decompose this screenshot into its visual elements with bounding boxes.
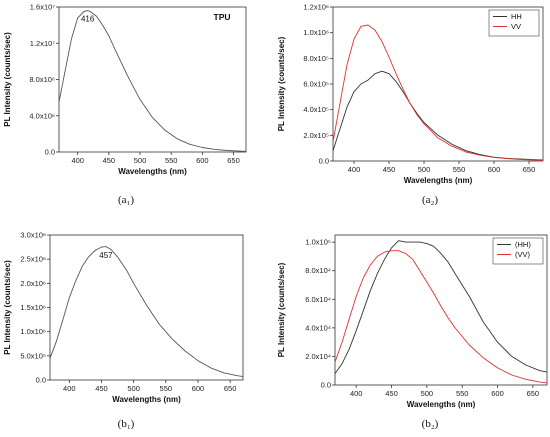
y-tick-label: 0.0 [45, 148, 55, 157]
y-tick-label: 1.0x10⁶ [20, 327, 46, 336]
peak-label: 457 [99, 251, 113, 260]
x-tick-label: 450 [385, 389, 398, 398]
legend-box [492, 237, 544, 265]
y-tick-label: 2.0x10⁶ [20, 279, 46, 288]
panel-caption: (a₂) [422, 194, 438, 206]
series-line-vv [334, 250, 548, 384]
x-axis-label: Wavelengths (nm) [407, 400, 476, 409]
series-line-vv [332, 24, 544, 161]
x-tick-label: 500 [421, 389, 434, 398]
y-tick-label: 1.2x10⁶ [303, 3, 329, 12]
panel-caption: (a₁) [118, 194, 134, 206]
x-tick-label: 500 [127, 384, 140, 393]
x-axis-label: Wavelengths (nm) [112, 395, 181, 404]
chart-panel-b2: 400 450 500 550 600 650 0.0 2.0x10⁴ 4.0x10⁴ 6.0x1… [277, 234, 548, 430]
y-axis-label: PL Intensity (counts/sec) [3, 260, 12, 355]
x-tick-label: 550 [160, 384, 173, 393]
series-line-spectrum [49, 246, 244, 378]
y-tick-label: 1.2x10⁷ [30, 39, 56, 48]
x-tick-label: 450 [95, 384, 108, 393]
legend-entry: HH [511, 12, 522, 21]
series-line-hh [334, 240, 548, 374]
x-tick-label: 500 [418, 165, 431, 174]
x-tick-label: 650 [224, 384, 237, 393]
y-tick-label: 3.0x10⁶ [20, 231, 46, 240]
x-tick-label: 450 [383, 165, 396, 174]
x-tick-label: 450 [103, 156, 116, 165]
y-tick-label: 0.0 [321, 381, 331, 390]
chart-panel-a2: 400 450 500 550 600 650 0.0 2.0x10⁵ 4.0x10⁵ 6.0x1… [277, 3, 544, 206]
chart-panel-a1: 400 450 500 550 600 650 0.0 4.0x10⁶ 8.0x10⁶ 1.2x1… [3, 3, 247, 206]
y-axis-label: PL Intensity (counts/sec) [277, 262, 286, 357]
x-tick-label: 650 [523, 165, 536, 174]
y-tick-label: 1.0x10⁶ [303, 28, 329, 37]
x-tick-label: 550 [456, 389, 469, 398]
x-axis-label: Wavelengths (nm) [118, 167, 187, 176]
x-tick-label: 550 [453, 165, 466, 174]
y-tick-label: 8.0x10⁶ [29, 75, 55, 84]
y-tick-label: 5.0x10⁵ [20, 351, 46, 360]
y-tick-label: 8.0x10⁴ [305, 266, 331, 275]
peak-label: 416 [81, 15, 95, 24]
plot-frame [58, 6, 247, 153]
y-tick-label: 4.0x10⁶ [29, 111, 55, 120]
y-tick-label: 2.5x10⁶ [20, 255, 46, 264]
chart-panel-b1: 400 450 500 550 600 650 0.0 5.0x10⁵ 1.0x10⁶ 1.5x1… [3, 231, 244, 430]
legend-entry: VV [511, 22, 521, 31]
y-tick-label: 4.0x10⁴ [305, 323, 331, 332]
y-tick-label: 2.0x10⁴ [305, 352, 331, 361]
y-tick-label: 0.0 [36, 376, 46, 385]
panel-title: TPU [214, 12, 231, 22]
y-tick-label: 4.0x10⁵ [303, 105, 329, 114]
y-tick-label: 1.0x10⁵ [305, 238, 331, 247]
y-axis-label: PL Intensity (counts/sec) [277, 36, 286, 131]
legend-entry: (HH) [515, 240, 531, 249]
legend-box [488, 9, 540, 37]
y-tick-label: 1.6x10⁷ [30, 3, 56, 12]
x-axis-label: Wavelengths (nm) [404, 176, 473, 185]
series-line-spectrum [58, 10, 247, 152]
x-tick-label: 400 [348, 165, 361, 174]
panel-caption: (b₂) [422, 418, 439, 430]
x-tick-label: 400 [350, 389, 363, 398]
plot-frame [334, 234, 548, 386]
y-axis-label: PL Intensity (counts/sec) [3, 32, 12, 127]
y-tick-label: 0.0 [319, 157, 329, 166]
y-tick-label: 1.5x10⁶ [20, 303, 46, 312]
series-line-hh [332, 70, 544, 161]
panel-caption: (b₁) [118, 418, 135, 430]
x-tick-label: 500 [134, 156, 147, 165]
x-tick-label: 650 [527, 389, 540, 398]
legend-entry: (VV) [515, 250, 531, 259]
y-tick-label: 2.0x10⁵ [303, 131, 329, 140]
x-tick-label: 600 [196, 156, 209, 165]
plot-frame [49, 234, 244, 381]
y-tick-label: 6.0x10⁴ [305, 295, 331, 304]
y-tick-label: 6.0x10⁵ [303, 80, 329, 89]
x-tick-label: 650 [227, 156, 240, 165]
y-tick-label: 8.0x10⁵ [303, 54, 329, 63]
x-tick-label: 600 [491, 389, 504, 398]
x-tick-label: 600 [488, 165, 501, 174]
x-tick-label: 600 [192, 384, 205, 393]
x-tick-label: 400 [63, 384, 76, 393]
x-tick-label: 550 [165, 156, 178, 165]
x-tick-label: 400 [71, 156, 84, 165]
